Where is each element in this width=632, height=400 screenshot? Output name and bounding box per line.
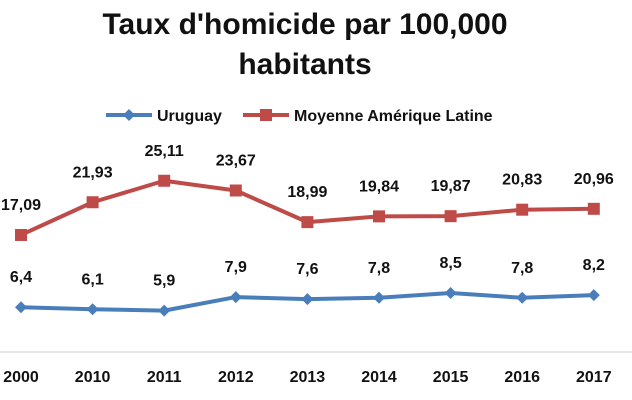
data-label-moyenne-amerique-latine-2015: 19,87 (431, 178, 471, 195)
x-tick-label-2013: 2013 (290, 369, 326, 386)
data-label-moyenne-amerique-latine-2010: 21,93 (73, 164, 113, 181)
data-point-uruguay-2011 (158, 304, 171, 317)
data-point-uruguay-2012 (229, 291, 242, 304)
x-tick-label-2017: 2017 (576, 369, 612, 386)
data-point-moyenne-amerique-latine-2013 (301, 216, 314, 229)
data-label-moyenne-amerique-latine-2000: 17,09 (1, 197, 41, 214)
x-tick-label-2015: 2015 (433, 369, 469, 386)
data-label-moyenne-amerique-latine-2014: 19,84 (359, 178, 399, 195)
data-label-uruguay-2017: 8,2 (583, 257, 605, 274)
data-label-moyenne-amerique-latine-2016: 20,83 (502, 172, 542, 189)
legend-item-uruguay: Uruguay (106, 108, 222, 125)
data-point-moyenne-amerique-latine-2017 (587, 202, 600, 215)
legend-label-moyenne-amerique-latine: Moyenne Amérique Latine (294, 108, 493, 125)
data-label-uruguay-2015: 8,5 (439, 255, 461, 272)
data-point-moyenne-amerique-latine-2010 (86, 196, 99, 209)
x-tick-label-2014: 2014 (361, 369, 397, 386)
data-point-uruguay-2014 (373, 291, 385, 304)
x-tick-label-2000: 2000 (3, 369, 39, 386)
legend-marker-uruguay (123, 109, 135, 121)
data-label-moyenne-amerique-latine-2012: 23,67 (216, 152, 256, 169)
x-tick-label-2012: 2012 (218, 369, 254, 386)
data-label-moyenne-amerique-latine-2013: 18,99 (287, 184, 327, 201)
data-point-uruguay-2015 (444, 287, 457, 300)
data-label-uruguay-2011: 5,9 (153, 273, 175, 290)
x-axis: 2000 2010 2011 2012 2013 2014 2015 2016 2017 (0, 351, 632, 386)
data-point-moyenne-amerique-latine-2012 (229, 184, 242, 197)
plot-area: 6,4 6,1 5,9 7,9 7,6 7,8 8,5 7,8 8,2 17,09 21,93 25,… (1, 143, 614, 317)
data-point-moyenne-amerique-latine-2011 (158, 174, 171, 187)
legend-label-uruguay: Uruguay (157, 108, 222, 125)
data-point-uruguay-2013 (301, 293, 314, 306)
data-label-moyenne-amerique-latine-2011: 25,11 (145, 143, 184, 160)
chart-title-line-1: Taux d'homicide par 100,000 (102, 8, 507, 41)
legend-item-moyenne-amerique-latine: Moyenne Amérique Latine (243, 108, 493, 125)
data-point-moyenne-amerique-latine-2000 (15, 228, 27, 241)
data-point-moyenne-amerique-latine-2016 (516, 203, 529, 216)
data-point-moyenne-amerique-latine-2014 (373, 210, 385, 223)
chart-title-line-2: habitants (238, 48, 371, 81)
data-point-uruguay-2000 (15, 301, 27, 314)
data-label-uruguay-2016: 7,8 (511, 260, 533, 277)
legend: Uruguay Moyenne Amérique Latine (106, 108, 493, 125)
data-point-uruguay-2017 (587, 289, 600, 302)
data-point-uruguay-2016 (516, 291, 529, 304)
data-point-moyenne-amerique-latine-2015 (444, 210, 457, 223)
x-tick-label-2011: 2011 (147, 369, 182, 386)
data-label-uruguay-2000: 6,4 (10, 269, 32, 286)
x-tick-label-2010: 2010 (75, 369, 111, 386)
data-label-uruguay-2013: 7,6 (296, 261, 318, 278)
legend-marker-moyenne-amerique-latine (260, 109, 272, 121)
x-tick-label-2016: 2016 (504, 369, 540, 386)
data-label-uruguay-2012: 7,9 (225, 259, 247, 276)
data-point-uruguay-2010 (86, 303, 99, 316)
data-label-uruguay-2014: 7,8 (368, 260, 390, 277)
data-label-moyenne-amerique-latine-2017: 20,96 (574, 171, 614, 188)
data-label-uruguay-2010: 6,1 (81, 271, 103, 288)
